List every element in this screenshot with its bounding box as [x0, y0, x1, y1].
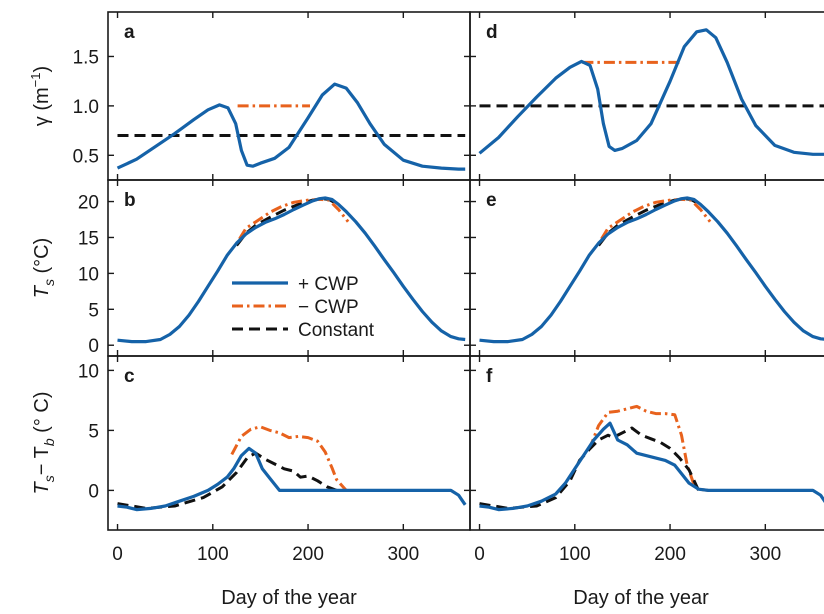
series-line-plus-cwp [479, 196, 824, 344]
x-axis-label: Day of the year [221, 587, 357, 609]
label-subscript: b [41, 438, 57, 446]
x-axis-labels: Day of the year Day of the year [221, 587, 709, 609]
series-group [117, 196, 466, 344]
series-line-constant [479, 426, 700, 510]
series-line-plus-cwp [478, 28, 824, 156]
panel-frame [469, 355, 824, 531]
y-tick-label: 1.0 [73, 97, 99, 118]
x-tick-label: 300 [749, 544, 781, 565]
label-part: (° C) [31, 392, 53, 439]
y-tick-label: 5 [88, 300, 99, 321]
label-part: − T [31, 446, 53, 475]
x-tick-label: 0 [112, 544, 123, 565]
y-tick-label: 1.5 [73, 47, 99, 68]
series-group [479, 196, 824, 344]
panel-frame [469, 11, 824, 181]
panel-letter-e: e [486, 190, 497, 211]
panel-e: e [469, 179, 824, 357]
series-group [116, 82, 466, 171]
x-axis-label: Day of the year [573, 587, 709, 609]
panel-b: 0 5 10 15 20 b [78, 179, 471, 357]
series-group [479, 404, 824, 512]
legend-label: Constant [298, 320, 375, 341]
series-line-minus-cwp [230, 425, 348, 492]
y-tick-label: 0.5 [73, 146, 99, 167]
y-tick-label: 15 [78, 228, 99, 249]
y-axis-label-ts-tb: Ts− Tb (° C) [31, 392, 57, 495]
label-part: γ (m [31, 87, 53, 126]
x-tick-label: 0 [474, 544, 485, 565]
label-part: (°C) [31, 238, 53, 279]
y-tick-label: 0 [88, 336, 99, 357]
panel-frame [107, 179, 471, 357]
y-axis-label-gamma: γ (m−1) [28, 66, 53, 126]
panel-frame [107, 355, 471, 531]
panel-frame [107, 11, 471, 181]
series-group [478, 28, 824, 156]
series-line-constant [117, 451, 338, 510]
label-superscript: −1 [28, 72, 43, 87]
y-tick-label: 10 [78, 361, 99, 382]
panel-letter-c: c [124, 366, 135, 387]
panel-letter-d: d [486, 22, 498, 43]
label-part: T [31, 284, 53, 298]
x-tick-label: 300 [387, 544, 419, 565]
x-tick-label: 200 [292, 544, 324, 565]
panel-letter-a: a [124, 22, 135, 43]
panel-a: 0.5 1.0 1.5 a [73, 11, 471, 181]
x-tick-label: 200 [654, 544, 686, 565]
y-axis-labels: γ (m−1)Ts (°C)Ts− Tb (° C) [28, 66, 57, 495]
series-line-plus-cwp [117, 196, 466, 344]
y-tick-label: 5 [88, 421, 99, 442]
y-tick-label: 10 [78, 264, 99, 285]
label-part: ) [31, 66, 53, 73]
label-subscript: s [41, 279, 57, 286]
y-axis-label-ts: Ts (°C) [31, 238, 57, 299]
panel-d: d [469, 11, 824, 181]
y-tick-label: 20 [78, 193, 99, 214]
panel-letter-f: f [486, 366, 493, 387]
label-part: T [31, 480, 53, 494]
series-line-plus-cwp [116, 82, 466, 171]
legend-label: − CWP [298, 297, 359, 318]
series-group [117, 425, 467, 512]
panel-frame [469, 179, 824, 357]
panel-letter-b: b [124, 190, 136, 211]
x-tick-label: 100 [559, 544, 591, 565]
series-line-minus-cwp [587, 404, 709, 492]
series-line-plus-cwp [117, 446, 467, 512]
panel-f: 0 100 200 300 f [469, 355, 824, 565]
legend-label: + CWP [298, 274, 359, 295]
series-line-plus-cwp [479, 421, 824, 512]
label-subscript: s [41, 475, 57, 482]
y-tick-label: 0 [88, 481, 99, 502]
x-tick-label: 100 [197, 544, 229, 565]
